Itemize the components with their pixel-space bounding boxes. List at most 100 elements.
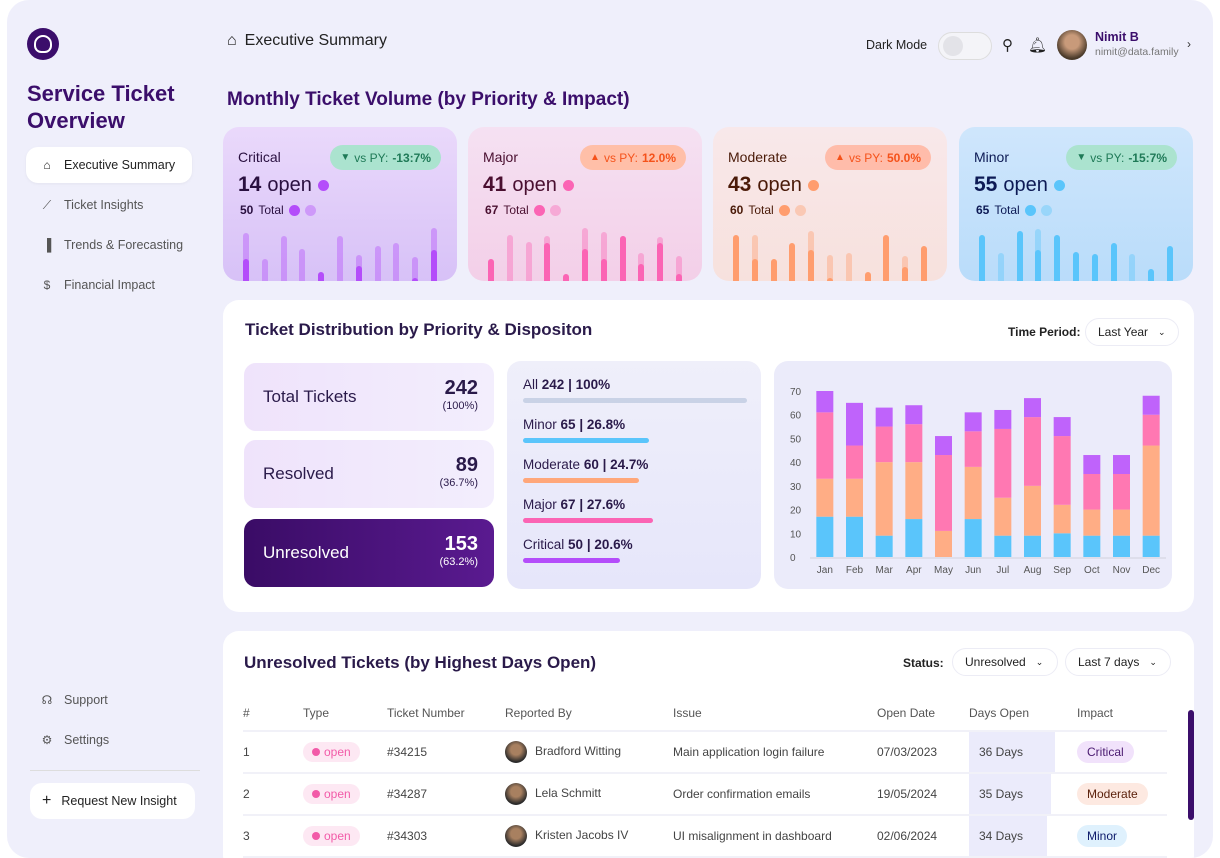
status-select[interactable]: Unresolved ⌄: [952, 648, 1058, 676]
bar-segment: [905, 519, 923, 557]
ticket-number[interactable]: #34287: [387, 773, 505, 816]
priority-card-moderate[interactable]: Moderate ▲ vs PY: 50.0% 43 open 60 Total: [713, 127, 947, 281]
bar-segment: [1053, 533, 1071, 557]
ticket-number[interactable]: #34215: [387, 731, 505, 774]
priority-card-minor[interactable]: Minor ▼ vs PY: -15:7% 55 open 65 Total: [959, 127, 1193, 281]
ticket-number[interactable]: #34303: [387, 815, 505, 858]
column-header[interactable]: #: [243, 695, 303, 732]
total-word: Total: [994, 203, 1020, 217]
total-count: 67 Total: [485, 203, 561, 217]
sidebar-item-executive-summary[interactable]: ⌂ Executive Summary: [26, 147, 192, 183]
bell-icon[interactable]: 🔔︎: [1028, 37, 1048, 54]
spark-bar: [243, 225, 249, 281]
bar-segment: [905, 462, 923, 520]
row-number: 3: [243, 815, 303, 858]
total-word: Total: [258, 203, 284, 217]
time-period-select[interactable]: Last Year ⌄: [1085, 318, 1179, 346]
card-label: Major: [483, 149, 519, 165]
column-header[interactable]: Days Open: [969, 695, 1077, 732]
request-new-insight-button[interactable]: + Request New Insight: [30, 783, 195, 819]
spark-bar: [675, 225, 682, 281]
breakdown-bar: [523, 518, 653, 523]
avatar: [505, 825, 527, 847]
bar-segment: [1083, 535, 1101, 557]
column-header[interactable]: Reported By: [505, 695, 673, 732]
chevron-right-icon[interactable]: ›: [1187, 37, 1191, 51]
status-badge: open: [303, 826, 360, 846]
column-header[interactable]: Impact: [1077, 695, 1167, 732]
column-header[interactable]: Open Date: [877, 695, 969, 732]
sidebar-item-settings[interactable]: ⚙ Settings: [26, 722, 192, 758]
spark-bar: [261, 225, 268, 281]
bar-segment: [816, 391, 834, 413]
sidebar-item-trends[interactable]: ▐ Trends & Forecasting: [26, 227, 192, 263]
y-tick-label: 30: [790, 482, 802, 493]
nav-label: Trends & Forecasting: [64, 238, 184, 252]
spark-bar: [393, 225, 400, 281]
table-row[interactable]: 1 open #34215 Bradford Witting Main appl…: [243, 731, 1167, 774]
x-tick-label: Mar: [876, 565, 894, 576]
spark-bar: [355, 225, 362, 281]
stat-pct: (63.2%): [439, 556, 478, 568]
headset-icon: ☊: [41, 693, 53, 707]
app-window: Service Ticket Overview ⌂ Executive Summa…: [7, 0, 1213, 858]
dark-mode-toggle[interactable]: [938, 32, 992, 60]
bar-segment: [816, 516, 834, 557]
table-row[interactable]: 3 open #34303 Kristen Jacobs IV UI misal…: [243, 815, 1167, 858]
spark-bar: [657, 225, 664, 281]
total-value: 67: [485, 203, 499, 217]
triangle-up-icon: ▲: [590, 152, 600, 163]
spark-bar: [430, 225, 437, 281]
dot-icon: [317, 179, 329, 191]
breakdown-value: 67: [560, 497, 576, 512]
column-header[interactable]: Issue: [673, 695, 877, 732]
sidebar-item-support[interactable]: ☊ Support: [26, 682, 192, 718]
priority-card-major[interactable]: Major ▲ vs PY: 12.0% 41 open 67 Total: [468, 127, 702, 281]
open-value: 43: [728, 173, 752, 196]
bar-segment: [1024, 417, 1041, 486]
bar-segment: [1083, 455, 1101, 474]
days-open: 36 Days: [969, 732, 1055, 772]
breakdown-pct: 100%: [575, 377, 611, 392]
stat-resolved: Resolved 89 (36.7%): [244, 440, 494, 508]
date-range-select[interactable]: Last 7 days ⌄: [1065, 648, 1171, 676]
bar-segment: [905, 405, 923, 425]
spark-bar: [826, 225, 833, 281]
sidebar-item-financial-impact[interactable]: $ Financial Impact: [26, 267, 192, 303]
reporter-name: Bradford Witting: [535, 744, 622, 759]
spark-bar: [1072, 225, 1079, 281]
avatar[interactable]: [1057, 30, 1087, 60]
sidebar-item-ticket-insights[interactable]: ⟋ Ticket Insights: [26, 187, 192, 223]
spark-bar: [770, 225, 777, 281]
open-value: 41: [483, 173, 507, 196]
column-header[interactable]: Ticket Number: [387, 695, 505, 732]
issue: Main application login failure: [673, 731, 877, 774]
spark-bar: [412, 225, 419, 281]
x-tick-label: Dec: [1142, 565, 1160, 576]
priority-card-critical[interactable]: Critical ▼ vs PY: -13:7% 14 open 50 Total: [223, 127, 457, 281]
sparkline: [733, 225, 927, 281]
scrollbar[interactable]: [1188, 710, 1194, 820]
dot-icon: [533, 204, 545, 216]
breakdown-pct: 27.6%: [586, 497, 626, 512]
breakdown-label: Major: [523, 497, 557, 512]
open-word: open: [757, 173, 802, 196]
stat-pct: (36.7%): [439, 477, 478, 489]
column-header[interactable]: Type: [303, 695, 387, 732]
total-count: 60 Total: [730, 203, 806, 217]
y-tick-label: 40: [790, 458, 802, 469]
bar-segment: [875, 462, 893, 536]
distribution-title: Ticket Distribution by Priority & Dispos…: [245, 320, 593, 339]
spark-bar: [488, 225, 494, 281]
avatar: [505, 783, 527, 805]
open-word: open: [512, 173, 557, 196]
impact-badge: Minor: [1077, 825, 1128, 847]
bar-segment: [1024, 485, 1041, 536]
triangle-down-icon: ▼: [1076, 152, 1087, 163]
table-row[interactable]: 2 open #34287 Lela Schmitt Order confirm…: [243, 773, 1167, 816]
status-label: Status:: [903, 656, 944, 670]
dot-icon: [794, 204, 806, 216]
status-badge: open: [303, 742, 360, 762]
search-icon[interactable]: ⚲: [1002, 37, 1013, 54]
spark-bar: [336, 225, 343, 281]
